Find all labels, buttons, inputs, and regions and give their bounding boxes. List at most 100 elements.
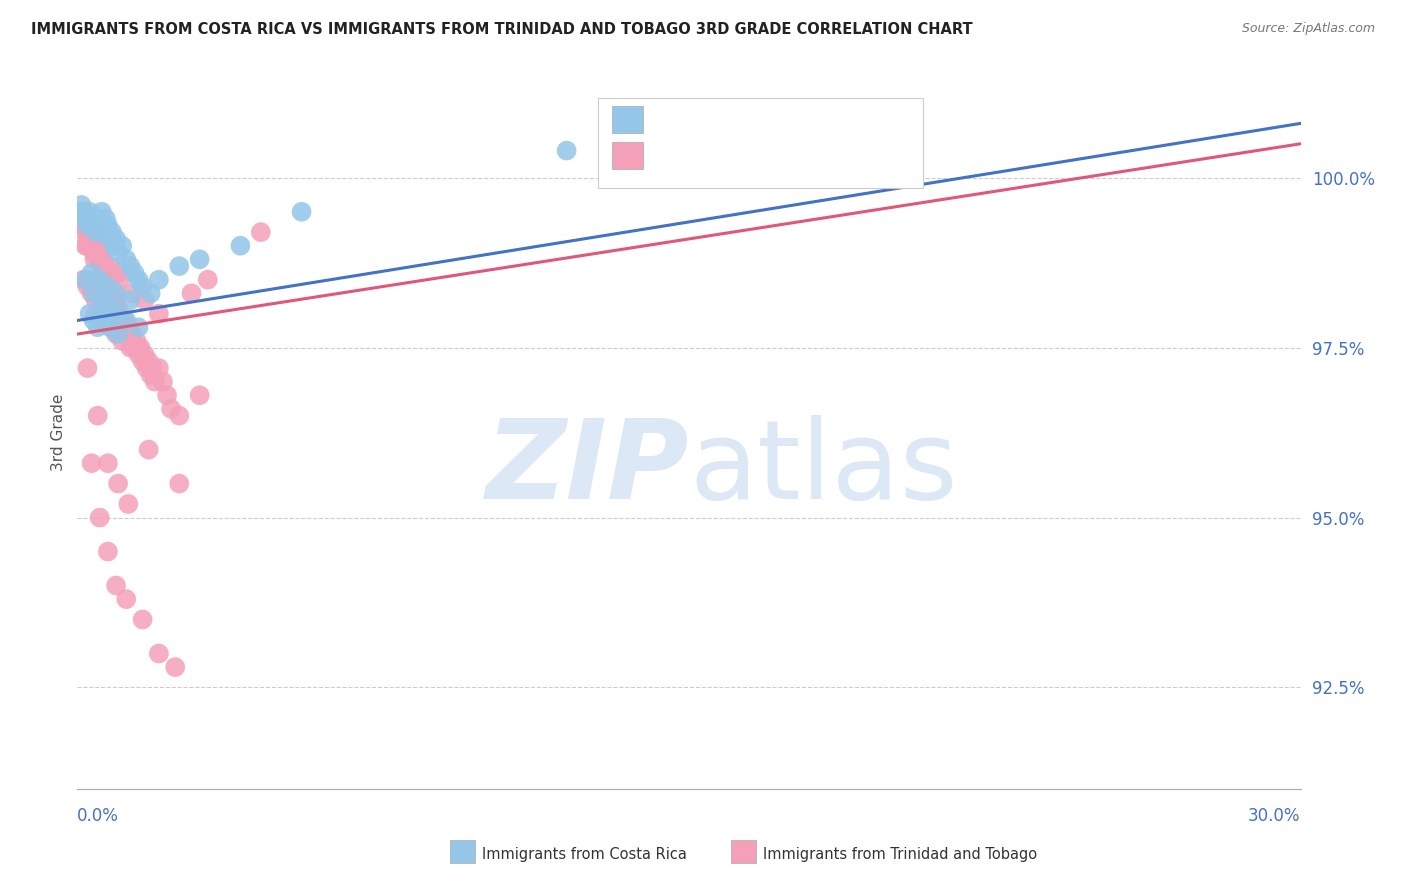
Point — [169, 409, 191, 423]
Point — [97, 456, 120, 470]
Point — [89, 510, 111, 524]
Point — [105, 307, 128, 321]
Point — [120, 259, 142, 273]
Point — [79, 204, 101, 219]
Point — [120, 341, 142, 355]
Point — [89, 300, 111, 314]
Point — [143, 375, 166, 389]
Text: Source: ZipAtlas.com: Source: ZipAtlas.com — [1241, 22, 1375, 36]
Point — [89, 219, 111, 233]
Point — [156, 388, 179, 402]
Point — [91, 259, 114, 273]
Point — [120, 293, 142, 307]
Text: 30.0%: 30.0% — [1249, 807, 1301, 825]
Point — [103, 293, 125, 307]
Text: 0.0%: 0.0% — [77, 807, 120, 825]
Point — [87, 409, 110, 423]
Text: Immigrants from Trinidad and Tobago: Immigrants from Trinidad and Tobago — [763, 847, 1038, 863]
Point — [290, 204, 312, 219]
Point — [82, 232, 104, 246]
Point — [86, 232, 108, 246]
Text: Immigrants from Costa Rica: Immigrants from Costa Rica — [482, 847, 688, 863]
Point — [76, 219, 98, 233]
Point — [100, 279, 122, 293]
Point — [75, 238, 97, 252]
Point — [115, 313, 138, 327]
Point — [555, 144, 578, 158]
Point — [127, 341, 149, 355]
Text: IMMIGRANTS FROM COSTA RICA VS IMMIGRANTS FROM TRINIDAD AND TOBAGO 3RD GRADE CORR: IMMIGRANTS FROM COSTA RICA VS IMMIGRANTS… — [31, 22, 973, 37]
Text: R = 0.428   N =  51: R = 0.428 N = 51 — [648, 117, 825, 135]
Point — [107, 313, 129, 327]
Point — [84, 225, 107, 239]
Point — [94, 286, 117, 301]
Point — [98, 286, 121, 301]
Point — [107, 476, 129, 491]
Point — [93, 225, 115, 239]
Point — [117, 320, 139, 334]
Point — [139, 286, 162, 301]
Point — [98, 273, 121, 287]
Point — [188, 252, 211, 267]
Point — [125, 334, 148, 348]
Point — [148, 361, 170, 376]
Point — [83, 252, 105, 267]
Point — [77, 225, 100, 239]
Point — [83, 286, 105, 301]
Point — [70, 198, 93, 212]
Point — [111, 320, 134, 334]
Point — [90, 238, 112, 252]
Text: ZIP: ZIP — [485, 415, 689, 522]
Point — [80, 225, 103, 239]
Point — [75, 219, 97, 233]
Point — [83, 313, 105, 327]
Point — [80, 211, 103, 226]
Point — [148, 647, 170, 661]
Point — [197, 273, 219, 287]
Point — [76, 361, 98, 376]
Point — [89, 273, 111, 287]
Point — [96, 266, 118, 280]
Point — [72, 273, 94, 287]
Text: atlas: atlas — [689, 415, 957, 522]
Point — [129, 341, 152, 355]
Point — [90, 204, 112, 219]
Point — [87, 252, 110, 267]
Point — [107, 327, 129, 342]
Point — [93, 307, 115, 321]
Point — [138, 442, 160, 457]
Point — [229, 238, 252, 252]
Point — [94, 313, 117, 327]
Point — [142, 361, 165, 376]
Point — [134, 347, 156, 361]
Point — [107, 245, 129, 260]
Point — [97, 279, 120, 293]
Point — [98, 300, 121, 314]
Point — [188, 388, 211, 402]
Point — [84, 245, 107, 260]
Point — [127, 320, 149, 334]
Point — [97, 279, 120, 293]
Point — [72, 204, 94, 219]
Point — [165, 660, 187, 674]
Text: R = 0.253   N = 114: R = 0.253 N = 114 — [648, 153, 831, 170]
Point — [94, 211, 117, 226]
Point — [97, 544, 120, 558]
Point — [108, 307, 131, 321]
Point — [98, 320, 121, 334]
Point — [90, 307, 112, 321]
Point — [75, 211, 97, 226]
Point — [111, 238, 134, 252]
Point — [79, 238, 101, 252]
Point — [97, 219, 120, 233]
Point — [160, 401, 183, 416]
Point — [127, 347, 149, 361]
Point — [105, 578, 128, 592]
Point — [83, 245, 105, 260]
Point — [108, 273, 131, 287]
Point — [101, 225, 124, 239]
Point — [94, 273, 117, 287]
Point — [83, 238, 105, 252]
Point — [83, 219, 105, 233]
Point — [115, 327, 138, 342]
